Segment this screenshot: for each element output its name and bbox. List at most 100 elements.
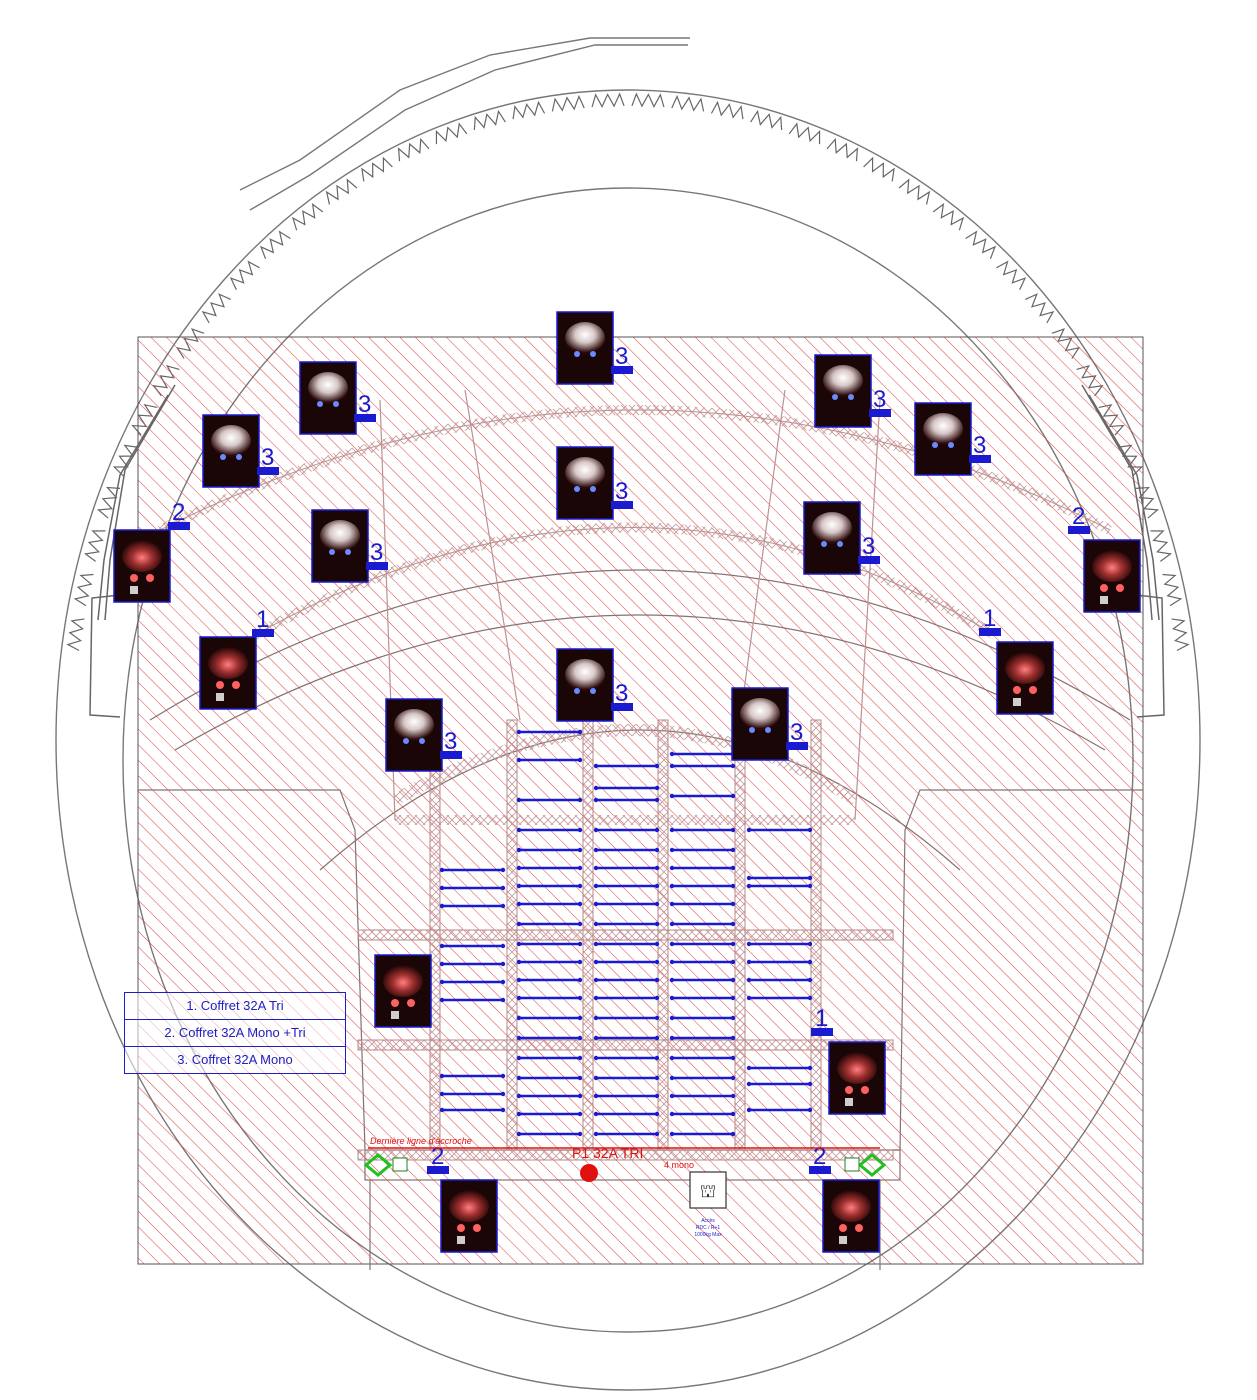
seat-mark xyxy=(1162,573,1183,607)
power-point-icon xyxy=(580,1164,598,1182)
seat-mark xyxy=(201,293,232,324)
stage-light-icon xyxy=(996,641,1054,715)
seat-mark xyxy=(1135,486,1160,519)
power-box-label: 1 xyxy=(983,605,996,632)
power-box-label: 2 xyxy=(813,1143,826,1170)
seat-mark xyxy=(361,156,393,182)
stage-light-icon xyxy=(814,354,872,428)
light-bars xyxy=(439,729,813,1137)
seat-mark xyxy=(292,203,324,231)
seat-mark xyxy=(551,94,585,112)
stage-light-icon xyxy=(803,501,861,575)
seat-mark xyxy=(96,486,121,519)
stage-light-icon xyxy=(556,311,614,385)
seat-mark xyxy=(259,230,291,259)
power-box-label: 3 xyxy=(444,728,457,755)
lift-icon: ⛫ xyxy=(689,1171,727,1209)
seat-mark xyxy=(631,92,665,108)
seat-mark xyxy=(863,156,895,182)
stage-light-icon xyxy=(914,402,972,476)
legend: 1. Coffret 32A Tri 2. Coffret 32A Mono +… xyxy=(124,992,346,1074)
seat-mark xyxy=(1171,618,1190,652)
stage-light-icon xyxy=(828,1041,886,1115)
power-box-label: 3 xyxy=(873,386,886,413)
truss-beam xyxy=(357,1149,894,1161)
seat-mark xyxy=(788,122,821,145)
seat-mark xyxy=(397,137,430,162)
seat-mark xyxy=(325,178,358,205)
left-bleacher xyxy=(89,384,176,718)
power-box-marker xyxy=(168,522,190,530)
power-box-marker xyxy=(354,414,376,422)
stage-light-icon xyxy=(556,648,614,722)
emergency-exit-icon xyxy=(844,1153,887,1177)
power-box-label: 1 xyxy=(256,606,269,633)
power-box-marker xyxy=(427,1166,449,1174)
seat-mark xyxy=(710,100,744,120)
power-box-label: 3 xyxy=(615,478,628,505)
power-box-marker xyxy=(257,467,279,475)
stage-light-icon xyxy=(299,361,357,435)
power-box-marker xyxy=(979,628,1001,636)
stage-light-icon xyxy=(374,954,432,1028)
power-box-label: 3 xyxy=(615,343,628,370)
stage-truss-grid xyxy=(357,719,894,1161)
legend-item-1: 1. Coffret 32A Tri xyxy=(125,993,345,1020)
seat-mark xyxy=(898,178,931,205)
power-box-label: 3 xyxy=(973,432,986,459)
power-box-label: 2 xyxy=(431,1143,444,1170)
power-box-marker xyxy=(611,501,633,509)
seat-mark xyxy=(932,203,964,231)
seat-mark xyxy=(965,230,997,259)
power-sub-label: 4 mono xyxy=(664,1160,694,1170)
lift-caption-2: RDC / R+1 xyxy=(696,1225,721,1231)
stage-light-icon xyxy=(556,446,614,520)
power-box-label: 3 xyxy=(358,391,371,418)
stage-light-icon xyxy=(1083,539,1141,613)
power-box-marker xyxy=(1068,526,1090,534)
power-box-marker xyxy=(811,1028,833,1036)
power-box-marker xyxy=(809,1166,831,1174)
power-box-label: 3 xyxy=(370,539,383,566)
seat-mark xyxy=(112,444,138,477)
seat-mark xyxy=(435,122,468,145)
power-box-marker xyxy=(786,742,808,750)
stage-light-icon xyxy=(440,1179,498,1253)
power-box-marker xyxy=(969,455,991,463)
emergency-exit-icon xyxy=(363,1153,408,1177)
power-box-label: 3 xyxy=(862,533,875,560)
seat-mark xyxy=(996,260,1027,290)
power-box-label: 2 xyxy=(1072,503,1085,530)
power-main-label: P1 32A TRI xyxy=(572,1145,643,1161)
stage-light-icon xyxy=(385,698,443,772)
seat-mark xyxy=(1024,293,1055,324)
fixtures: 3 3 3 3 3 3 3 3 3 3 3 2 2 1 1 1 2 2 xyxy=(113,311,1141,1253)
truss-beam xyxy=(357,1039,894,1051)
power-box-marker xyxy=(869,409,891,417)
stage-light-icon xyxy=(731,687,789,761)
truss-beam xyxy=(357,929,894,941)
seat-mark xyxy=(73,573,94,607)
seat-mark xyxy=(229,260,260,290)
seat-mark xyxy=(826,137,859,162)
lift-caption-3: 1000kg Max xyxy=(694,1232,722,1238)
lift-caption-1: Accès xyxy=(701,1218,715,1224)
seat-mark xyxy=(473,109,506,131)
power-box-marker xyxy=(611,366,633,374)
power-box-marker xyxy=(252,629,274,637)
stage-light-icon xyxy=(113,529,171,603)
power-box-label: 1 xyxy=(815,1005,828,1032)
svg-text:⛫: ⛫ xyxy=(700,1181,717,1202)
seat-mark xyxy=(83,530,106,562)
seat-mark xyxy=(591,92,625,108)
stage-light-icon xyxy=(202,414,260,488)
power-box-label: 3 xyxy=(261,444,274,471)
power-box-marker xyxy=(858,556,880,564)
seat-mark xyxy=(66,618,85,652)
power-box-label: 3 xyxy=(615,680,628,707)
legend-item-3: 3. Coffret 32A Mono xyxy=(177,1052,293,1067)
legend-item-2: 2. Coffret 32A Mono +Tri xyxy=(125,1020,345,1047)
seat-mark xyxy=(512,100,546,120)
power-box-marker xyxy=(366,562,388,570)
